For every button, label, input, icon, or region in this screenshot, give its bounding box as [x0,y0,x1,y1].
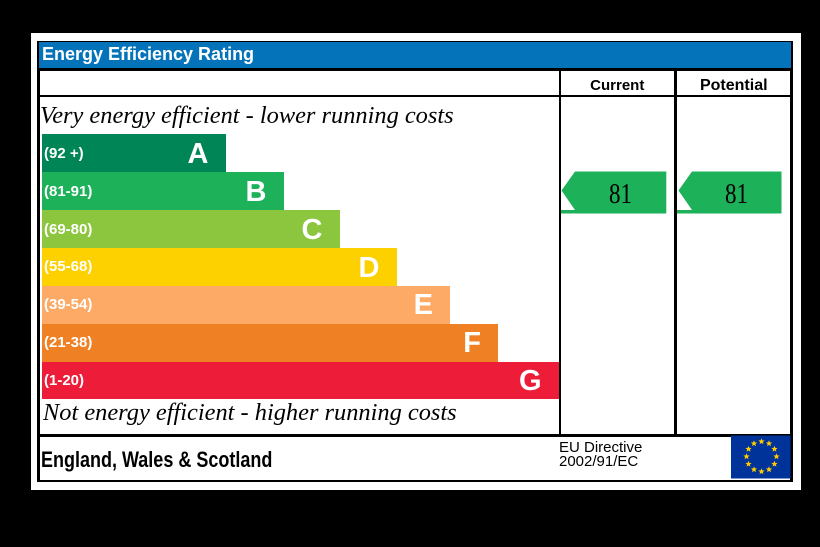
svg-text:81: 81 [609,179,632,210]
svg-text:81: 81 [725,179,748,210]
